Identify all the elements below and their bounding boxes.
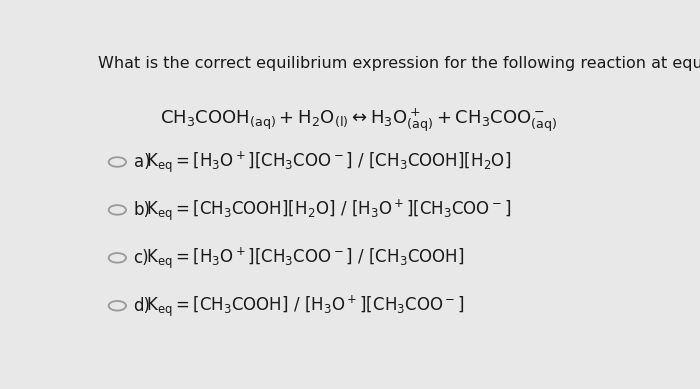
Text: What is the correct equilibrium expression for the following reaction at equilib: What is the correct equilibrium expressi… [98,56,700,71]
Text: $\mathrm{K_{eq} = [CH_3COOH][H_2O]\ /\ [H_3O^+][CH_3COO^-]}$: $\mathrm{K_{eq} = [CH_3COOH][H_2O]\ /\ [… [146,197,510,223]
Text: $\mathrm{K_{eq} = [H_3O^+][CH_3COO^-]\ /\ [CH_3COOH][H_2O]}$: $\mathrm{K_{eq} = [H_3O^+][CH_3COO^-]\ /… [146,149,510,175]
Text: c): c) [134,249,149,267]
Text: a): a) [134,153,150,171]
Text: b): b) [134,201,150,219]
Text: $\mathrm{CH_3COOH_{(aq)} + H_2O_{(l)} \leftrightarrow H_3O^+_{(aq)} + CH_3COO^-_: $\mathrm{CH_3COOH_{(aq)} + H_2O_{(l)} \l… [160,107,557,134]
Text: $\mathrm{K_{eq} = [H_3O^+][CH_3COO^-]\ /\ [CH_3COOH]}$: $\mathrm{K_{eq} = [H_3O^+][CH_3COO^-]\ /… [146,245,464,271]
Text: $\mathrm{K_{eq} = [CH_3COOH]\ /\ [H_3O^+][CH_3COO^-]}$: $\mathrm{K_{eq} = [CH_3COOH]\ /\ [H_3O^+… [146,293,464,319]
Text: d): d) [134,297,150,315]
